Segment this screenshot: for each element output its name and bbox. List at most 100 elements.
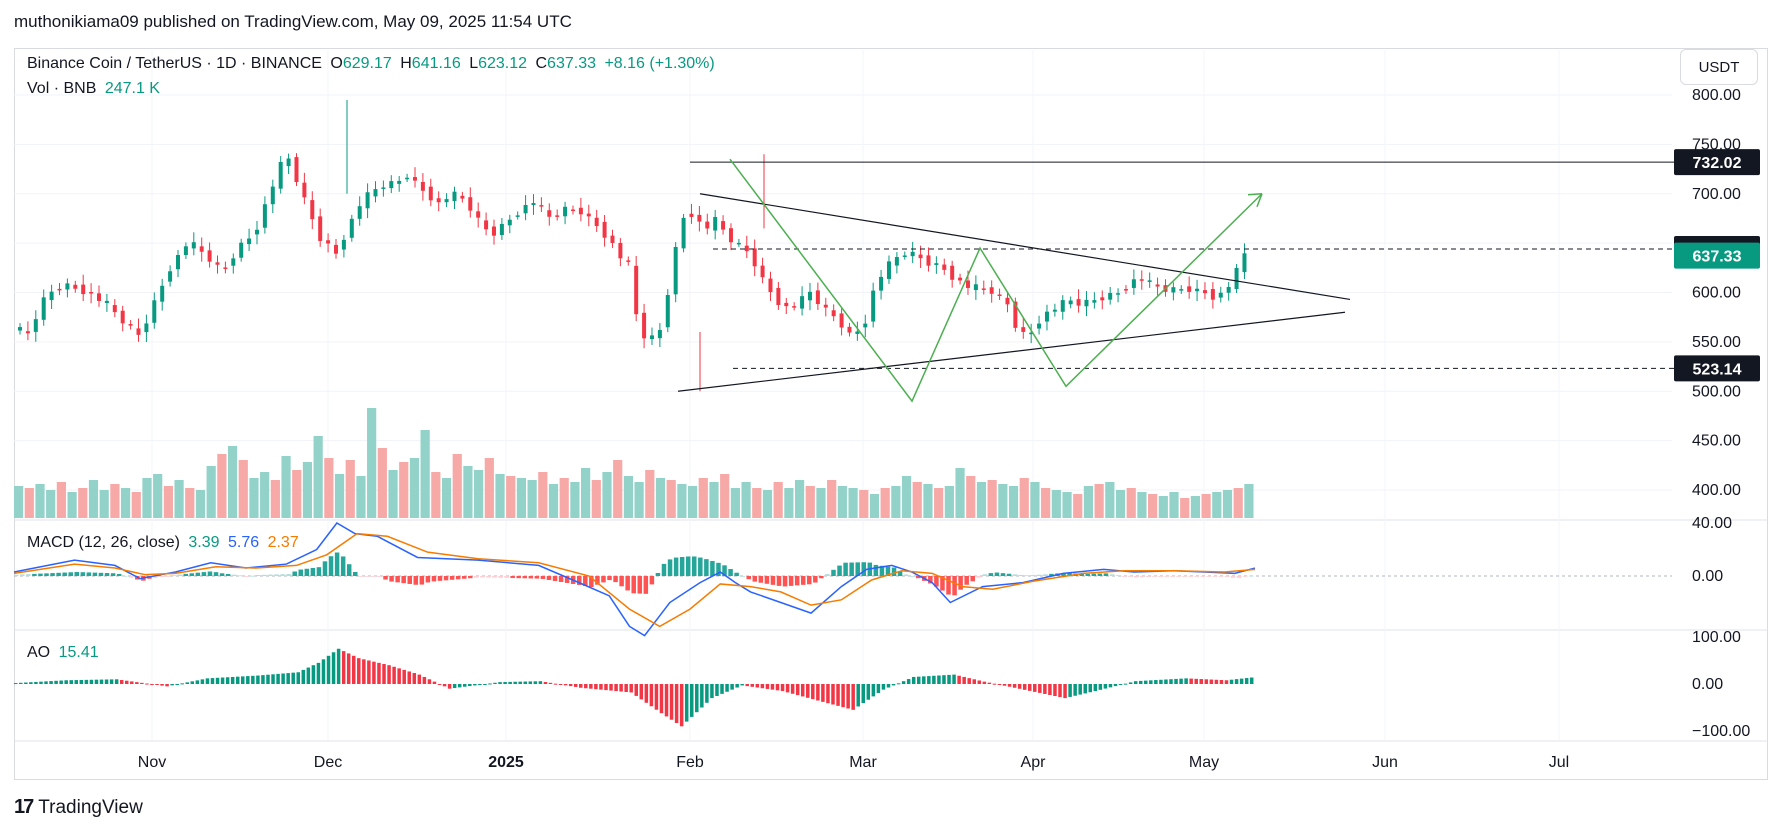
macd-legend: MACD (12, 26, close) 3.39 5.76 2.37 — [27, 534, 303, 552]
candle-body — [215, 262, 220, 265]
ao-histogram-bar — [1159, 679, 1163, 684]
ao-tick-label: 0.00 — [1692, 676, 1723, 693]
macd-histogram-bar — [371, 576, 376, 577]
volume-bar — [1030, 482, 1040, 518]
candle-body — [41, 297, 46, 320]
ao-histogram-bar — [770, 684, 775, 690]
ao-histogram-bar — [1002, 684, 1007, 686]
candle-body — [239, 242, 244, 258]
ao-histogram-bar — [1113, 684, 1118, 687]
macd-histogram-bar — [643, 576, 649, 594]
ao-histogram-bar — [316, 662, 321, 684]
volume-bar — [302, 462, 313, 518]
volume-value: 247.1 K — [104, 80, 160, 97]
volume-bar — [966, 476, 976, 518]
volume-bar — [484, 458, 494, 518]
ao-histogram-bar — [145, 683, 149, 685]
candle-body — [973, 284, 978, 291]
candle-body — [444, 199, 449, 203]
ao-histogram-bar — [79, 679, 84, 684]
volume-bar — [677, 484, 687, 518]
target-arrow-head — [1247, 193, 1263, 208]
volume-bar — [570, 482, 580, 518]
macd-signal-value: 5.76 — [227, 534, 260, 551]
candle-body — [491, 226, 496, 236]
ao-histogram-bar — [493, 682, 497, 684]
ao-histogram-bar — [281, 673, 285, 684]
macd-histogram-bar — [1230, 576, 1236, 578]
macd-histogram-bar — [940, 576, 945, 591]
macd-histogram-bar — [1006, 573, 1012, 576]
candle-body — [918, 254, 923, 259]
macd-histogram-bar — [213, 572, 219, 576]
macd-histogram-bar — [437, 576, 443, 581]
macd-histogram-bar — [873, 564, 879, 576]
candle-body — [886, 261, 891, 279]
volume-bar — [409, 458, 420, 518]
candle-body — [1171, 287, 1176, 293]
macd-histogram-bar — [1164, 576, 1169, 577]
volume-bar — [581, 468, 591, 518]
ao-histogram-bar — [266, 674, 270, 684]
volume-bar — [474, 470, 484, 518]
candle-body — [1037, 323, 1042, 329]
candle-body — [642, 312, 647, 339]
macd-histogram-bar — [1158, 576, 1163, 577]
ao-histogram-bar — [1048, 684, 1052, 695]
macd-histogram-bar — [468, 576, 473, 579]
macd-histogram-bar — [534, 576, 540, 579]
ao-histogram-bar — [442, 684, 447, 687]
ao-histogram-bar — [816, 684, 820, 701]
ao-histogram-bar — [54, 680, 58, 684]
ao-histogram-bar — [947, 674, 951, 684]
macd-histogram-bar — [843, 562, 848, 576]
macd-histogram-bar — [1121, 576, 1127, 577]
candle-body — [807, 291, 812, 301]
ao-histogram-bar — [124, 680, 129, 684]
macd-histogram-bar — [776, 576, 782, 586]
candle-body — [792, 306, 797, 308]
candle-body — [721, 221, 726, 230]
ao-histogram-bar — [846, 684, 850, 709]
ao-histogram-bar — [175, 684, 179, 685]
candle-body — [760, 265, 765, 278]
candle-body — [634, 265, 639, 315]
ao-histogram-bar — [69, 680, 73, 684]
candle-body — [120, 310, 125, 324]
macd-histogram-bar — [831, 569, 836, 576]
macd-histogram-bar — [576, 576, 582, 585]
ao-histogram-bar — [594, 684, 598, 690]
ao-histogram-bar — [780, 684, 785, 692]
volume-bar — [527, 480, 537, 518]
ao-histogram-bar — [528, 681, 533, 684]
ao-histogram-bar — [750, 684, 755, 687]
volume-bar — [185, 488, 195, 518]
ao-histogram-bar — [64, 680, 68, 684]
price-badge-label: 523.14 — [1693, 361, 1742, 378]
macd-histogram-bar — [1024, 575, 1030, 577]
macd-histogram-bar — [1012, 574, 1018, 576]
ao-histogram-bar — [927, 676, 931, 684]
volume-bar — [56, 482, 66, 518]
volume-bar — [506, 476, 516, 518]
macd-histogram-bar — [328, 556, 334, 576]
volume-bar — [24, 488, 34, 518]
ao-histogram-bar — [1088, 684, 1093, 693]
candle-body — [784, 302, 789, 307]
volume-bar — [1062, 492, 1072, 518]
currency-button[interactable]: USDT — [1680, 49, 1758, 85]
candle-body — [649, 335, 654, 340]
macd-histogram-bar — [189, 573, 195, 576]
macd-histogram-bar — [1139, 576, 1145, 578]
ao-histogram-bar — [942, 675, 946, 684]
macd-histogram-bar — [746, 576, 751, 580]
ohlc-low-label: L — [469, 55, 479, 72]
volume-bar — [163, 486, 173, 518]
volume-bar — [142, 478, 152, 518]
macd-histogram-bar — [26, 574, 31, 576]
volume-bar — [1212, 492, 1222, 518]
ao-histogram-bar — [932, 675, 936, 684]
volume-bar — [120, 488, 131, 518]
ao-histogram-bar — [821, 684, 825, 702]
